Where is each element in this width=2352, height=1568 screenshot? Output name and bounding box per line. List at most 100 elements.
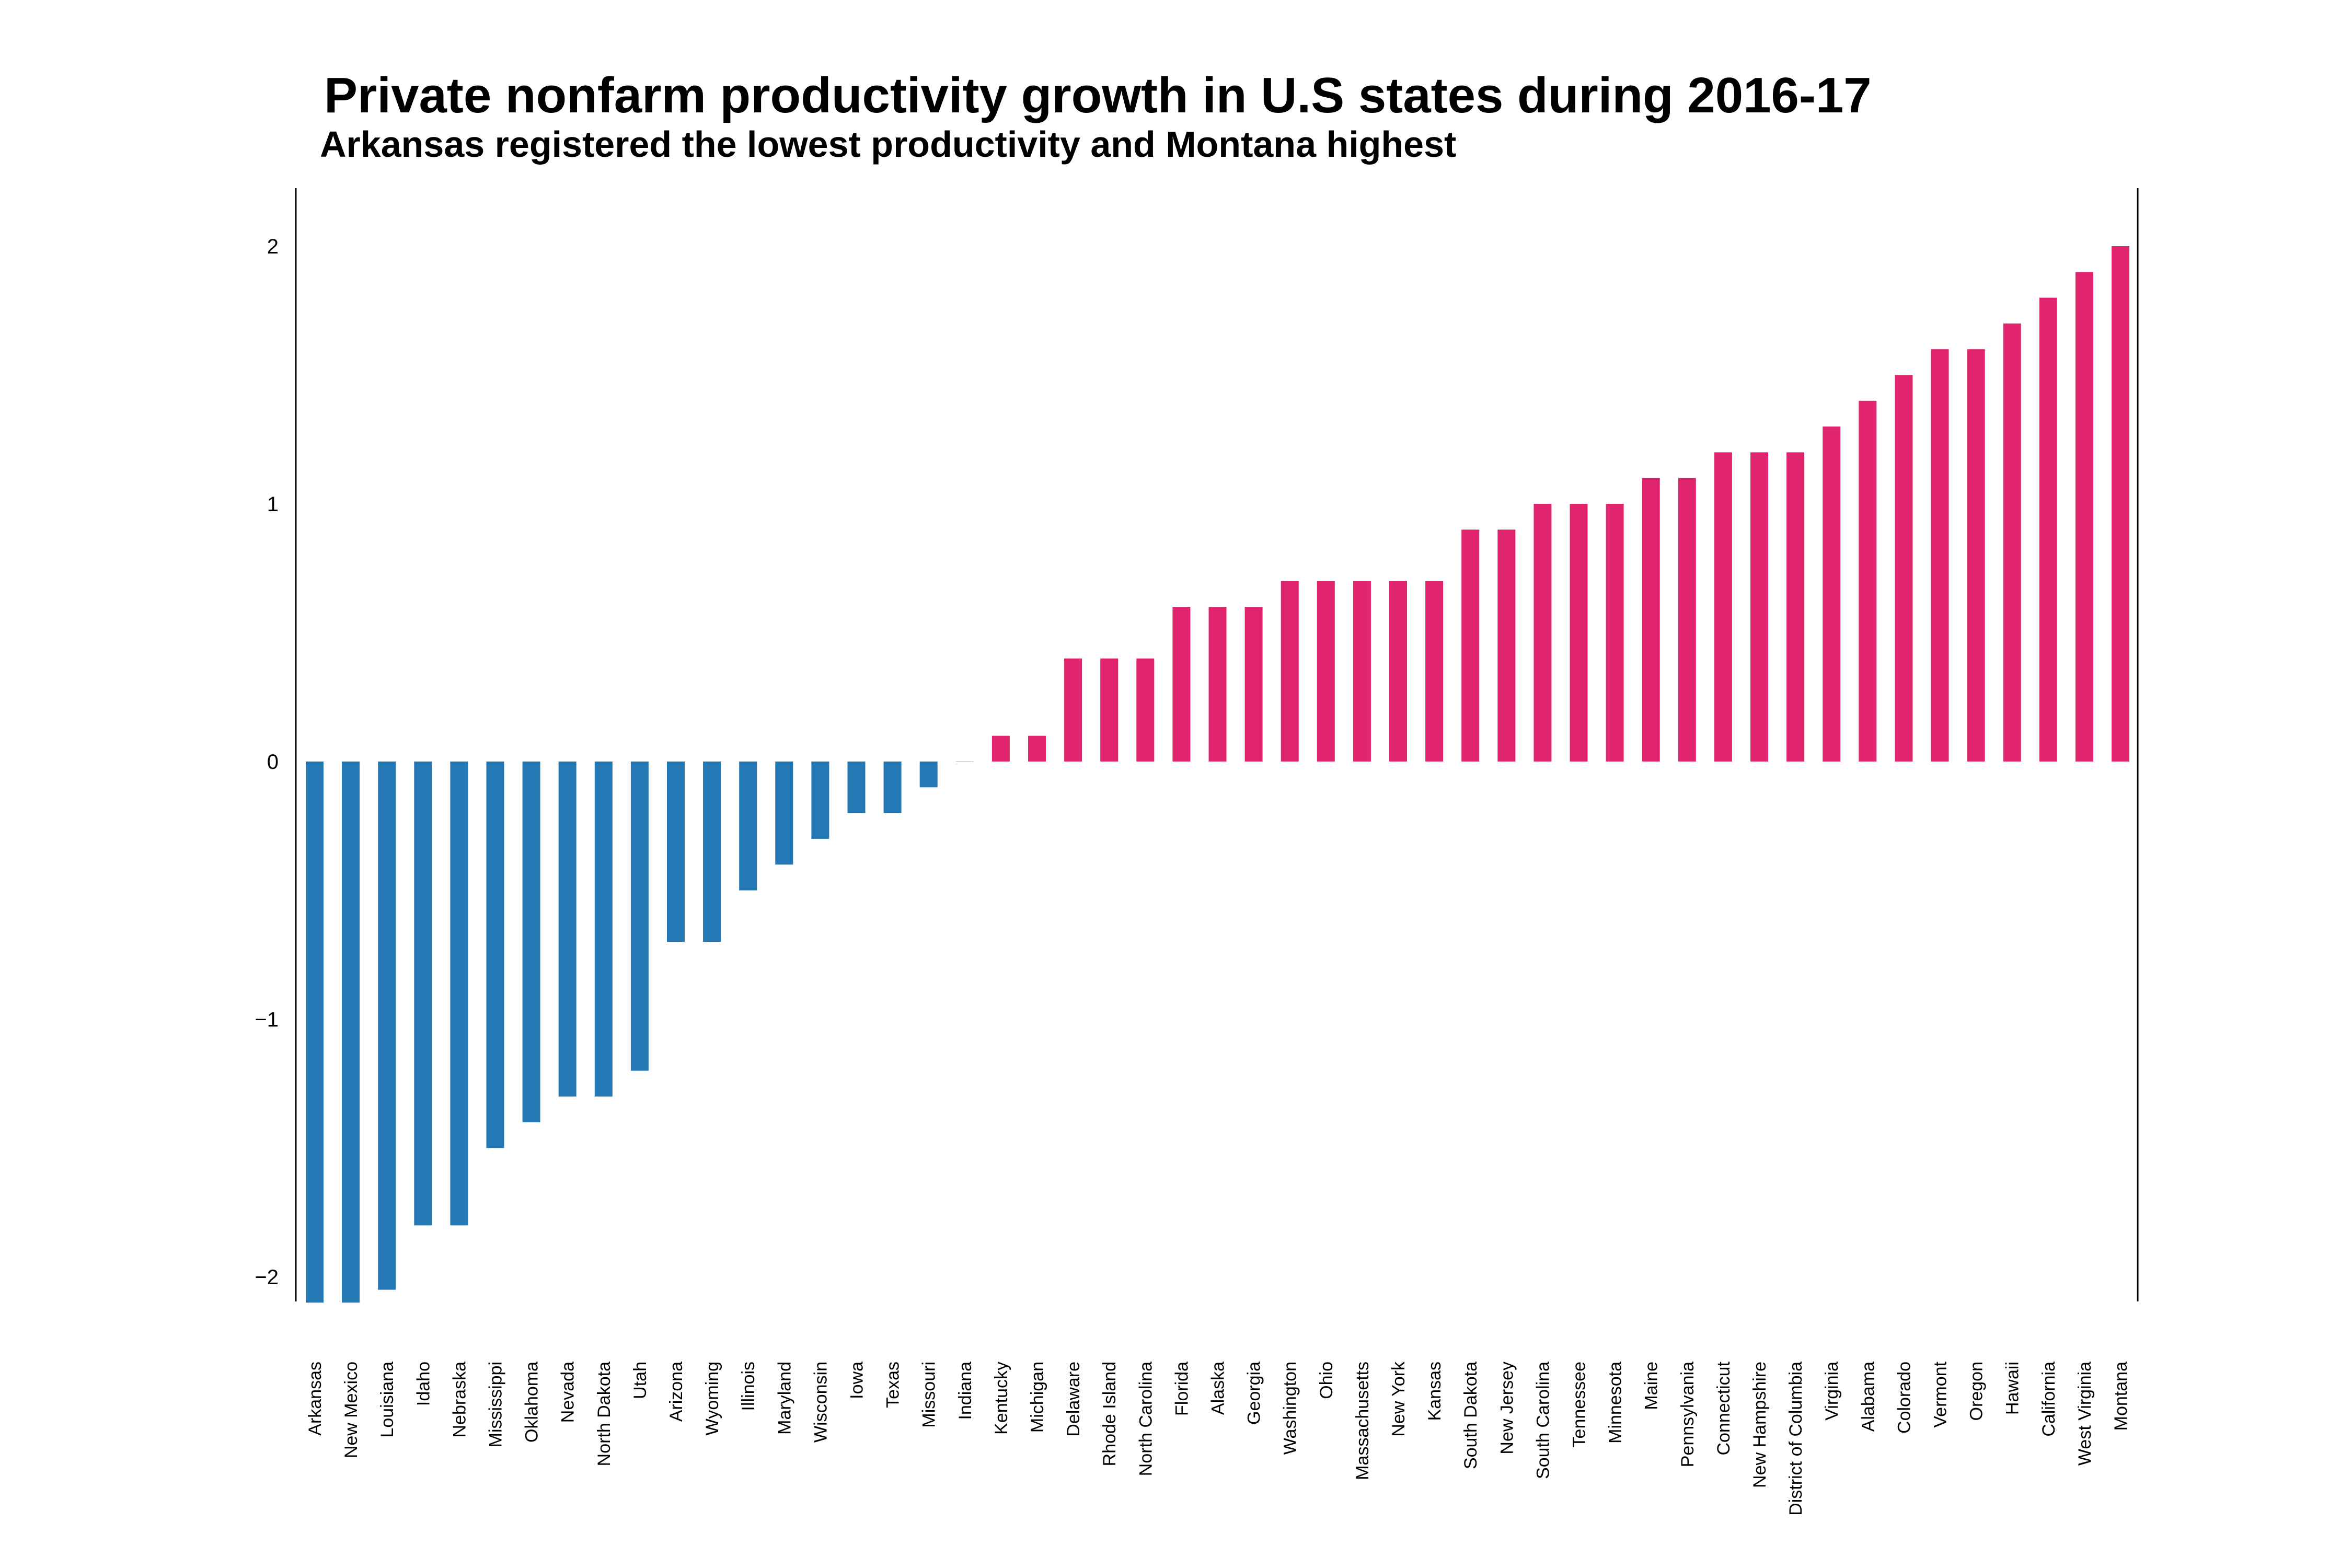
y-tick-label: 2 (267, 235, 279, 258)
x-tick-label: Texas (883, 1362, 903, 1408)
bar-wyoming (703, 762, 721, 942)
y-tick-label: 1 (267, 493, 279, 516)
bar-colorado (1895, 375, 1913, 762)
x-tick-label: Florida (1172, 1362, 1192, 1416)
bar-georgia (1244, 607, 1263, 762)
x-tick-label: Delaware (1064, 1362, 1083, 1437)
x-tick-label: Oregon (1967, 1362, 1987, 1421)
bar-maryland (775, 762, 793, 865)
x-tick-label: Nevada (558, 1362, 578, 1423)
bar-vermont (1931, 349, 1949, 762)
x-tick-label: Montana (2111, 1362, 2131, 1431)
x-tick-label: Washington (1281, 1362, 1300, 1455)
x-tick-label: Arkansas (305, 1362, 325, 1436)
x-tick-label: Wisconsin (811, 1362, 831, 1443)
x-tick-label: Michigan (1028, 1362, 1047, 1433)
bar-alaska (1208, 607, 1227, 762)
bar-california (2039, 297, 2057, 762)
x-tick-label: Minnesota (1606, 1362, 1625, 1444)
bar-tennessee (1570, 504, 1588, 762)
x-tick-label: Illinois (739, 1362, 758, 1411)
x-tick-label: New Jersey (1497, 1362, 1517, 1455)
bar-illinois (739, 762, 757, 891)
x-tick-label: Hawaii (2003, 1362, 2023, 1415)
bar-maine (1642, 478, 1660, 762)
bars (306, 246, 2129, 1303)
x-tick-label: Tennessee (1570, 1362, 1589, 1447)
x-tick-label: Arizona (666, 1362, 686, 1422)
bar-minnesota (1606, 504, 1624, 762)
bar-new-york (1389, 581, 1407, 762)
bar-mississippi (486, 762, 504, 1148)
x-tick-label: New York (1389, 1361, 1409, 1437)
bar-north-carolina (1136, 658, 1155, 762)
bar-delaware (1064, 658, 1082, 762)
x-tick-label: Utah (630, 1362, 650, 1399)
x-axis-tick-labels: Arkansas New Mexico Louisiana Idaho Nebraska… (305, 1361, 2131, 1516)
x-tick-label: Vermont (1931, 1361, 1951, 1427)
bar-arizona (667, 762, 685, 942)
x-tick-label: Nebraska (449, 1362, 469, 1438)
bar-alabama (1859, 400, 1877, 762)
bar-idaho (414, 762, 432, 1226)
bar-florida (1172, 607, 1191, 762)
x-tick-label: North Carolina (1136, 1362, 1156, 1476)
chart-subtitle: Arkansas registered the lowest productiv… (320, 124, 1456, 165)
x-tick-label: Virginia (1822, 1362, 1842, 1421)
x-tick-label: New Mexico (341, 1362, 361, 1458)
x-tick-label: Oklahoma (522, 1362, 542, 1443)
x-tick-label: Louisiana (377, 1362, 397, 1438)
bar-wisconsin (811, 762, 829, 839)
x-tick-label: Missouri (919, 1362, 939, 1428)
y-tick-label: 0 (267, 751, 279, 774)
bar-south-dakota (1461, 529, 1480, 762)
bar-michigan (1028, 735, 1046, 762)
chart-title: Private nonfarm productivity growth in U… (324, 67, 1872, 123)
bar-montana (2112, 246, 2129, 762)
x-tick-label: Pennsylvania (1678, 1362, 1698, 1467)
x-tick-label: Alabama (1858, 1362, 1878, 1432)
x-tick-label: California (2039, 1362, 2059, 1437)
x-tick-label: Indiana (955, 1362, 975, 1420)
bar-iowa (847, 762, 866, 813)
y-axis-ticks: 2 1 0 −1 −2 (255, 235, 279, 1289)
bar-oregon (1967, 349, 1985, 762)
y-tick-label: −1 (255, 1008, 279, 1031)
bar-nevada (558, 762, 577, 1097)
x-tick-label: District of Columbia (1786, 1362, 1806, 1516)
x-tick-label: Rhode Island (1100, 1362, 1120, 1466)
bar-new-jersey (1497, 529, 1516, 762)
x-tick-label: Massachusetts (1353, 1362, 1373, 1480)
bar-kentucky (991, 735, 1010, 762)
bar-north-dakota (594, 762, 613, 1097)
x-tick-label: North Dakota (594, 1362, 614, 1466)
bar-missouri (919, 762, 938, 788)
x-tick-label: Mississippi (486, 1362, 506, 1447)
bar-new-mexico (342, 762, 360, 1303)
bar-washington (1281, 581, 1299, 762)
x-tick-label: Colorado (1894, 1362, 1914, 1434)
x-tick-label: Maine (1642, 1362, 1662, 1410)
x-tick-label: Maryland (775, 1362, 794, 1435)
x-tick-label: New Hampshire (1750, 1362, 1770, 1488)
x-tick-label: West Virginia (2075, 1362, 2095, 1466)
bar-nebraska (450, 762, 468, 1226)
x-tick-label: Idaho (413, 1362, 433, 1406)
bar-pennsylvania (1678, 478, 1696, 762)
bar-kansas (1425, 581, 1444, 762)
x-tick-label: Wyoming (702, 1362, 722, 1435)
y-tick-label: −2 (255, 1266, 279, 1289)
x-tick-label: Ohio (1317, 1362, 1336, 1399)
bar-new-hampshire (1750, 452, 1768, 762)
x-tick-label: Alaska (1208, 1362, 1228, 1415)
bar-oklahoma (522, 762, 540, 1123)
x-tick-label: Iowa (847, 1362, 867, 1399)
bar-ohio (1317, 581, 1335, 762)
bar-hawaii (2003, 323, 2021, 762)
bar-texas (883, 762, 902, 813)
bar-virginia (1823, 426, 1841, 762)
bar-connecticut (1714, 452, 1732, 762)
bar-arkansas (306, 762, 324, 1303)
bar-utah (630, 762, 649, 1071)
